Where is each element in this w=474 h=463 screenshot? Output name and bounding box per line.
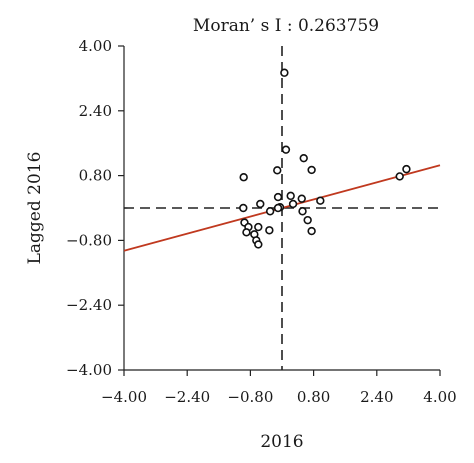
- scatter-point: [280, 68, 289, 77]
- scatter-point: [265, 226, 274, 235]
- scatter-point: [265, 207, 275, 216]
- scatter-point: [316, 196, 325, 205]
- scatter-point: [239, 173, 248, 182]
- scatter-point: [254, 222, 263, 232]
- y-tick-label: −4.00: [66, 361, 112, 379]
- x-tick-label: 2.40: [360, 388, 393, 406]
- y-tick-label: 0.80: [79, 167, 112, 185]
- scatter-point: [242, 228, 251, 237]
- scatter-point: [298, 207, 307, 216]
- scatter-point: [239, 203, 248, 213]
- scatter-point: [299, 153, 308, 163]
- chart-title: Moran’ s I : 0.263759: [193, 16, 379, 36]
- y-axis-label: Lagged 2016: [25, 152, 45, 265]
- scatter-point: [395, 172, 404, 181]
- x-ticks: −4.00 −2.40 −0.80 0.80 2.40 4.00: [101, 370, 457, 406]
- scatter-point: [273, 166, 282, 175]
- scatter-point: [273, 192, 283, 202]
- scatter-point: [254, 240, 263, 249]
- scatter-point: [402, 164, 411, 174]
- scatter-point: [307, 165, 316, 175]
- y-ticks: −4.00 −2.40 −0.80 0.80 2.40 4.00: [66, 37, 124, 379]
- x-tick-label: 4.00: [423, 388, 456, 406]
- x-tick-label: 0.80: [297, 388, 330, 406]
- scatter-point: [297, 194, 306, 203]
- x-tick-label: −4.00: [101, 388, 147, 406]
- scatter-point: [307, 226, 316, 236]
- scatter-point: [288, 199, 298, 209]
- scatter-point: [256, 199, 265, 209]
- scatter-point: [286, 191, 295, 201]
- scatter-point: [303, 215, 312, 225]
- y-tick-label: −0.80: [66, 231, 112, 249]
- y-tick-label: 4.00: [79, 37, 112, 55]
- scatter-point: [273, 203, 283, 213]
- x-tick-label: −0.80: [227, 388, 273, 406]
- x-tick-label: −2.40: [164, 388, 210, 406]
- scatter-point: [281, 145, 291, 154]
- y-tick-label: 2.40: [79, 102, 112, 120]
- x-axis-label: 2016: [260, 432, 303, 452]
- data-points: [239, 68, 411, 249]
- y-tick-label: −2.40: [66, 296, 112, 314]
